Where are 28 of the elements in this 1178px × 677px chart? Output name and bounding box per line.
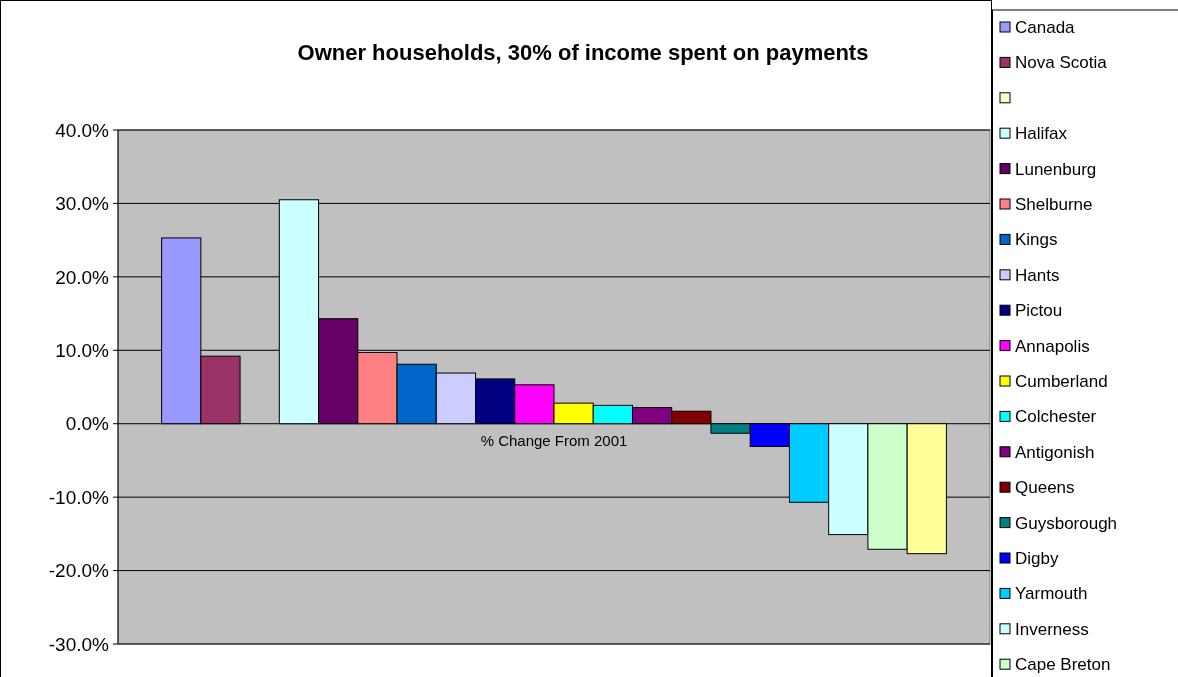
y-tick-label: 30.0% [55,193,110,215]
legend-label: Annapolis [1015,336,1090,356]
legend-label: Antigonish [1015,442,1095,462]
legend-label: Pictou [1015,301,1063,321]
y-tick-label: -20.0% [48,560,110,582]
legend-label: Kings [1015,230,1058,250]
legend-label: Queens [1015,478,1075,498]
legend-label: Digby [1015,548,1059,568]
legend-label: Guysborough [1015,513,1118,533]
legend-label: Cape Breton [1015,655,1111,675]
y-tick-label: 40.0% [55,119,110,141]
y-tick-label: -30.0% [48,633,110,655]
y-tick-label: -10.0% [48,486,110,508]
legend-label: Yarmouth [1015,584,1088,604]
legend-label: Hants [1015,265,1060,285]
y-tick-label: 20.0% [55,266,110,288]
legend-label: Nova Scotia [1015,53,1108,73]
legend-label: Shelburne [1015,194,1093,214]
chart-title: Owner households, 30% of income spent on payments [297,40,869,65]
legend-label: Halifax [1015,124,1068,144]
legend-label: Colchester [1015,407,1097,427]
y-tick-label: 10.0% [55,339,110,361]
legend-label: Lunenburg [1015,159,1097,179]
legend-label: Cumberland [1015,371,1108,391]
legend-label: Canada [1015,17,1076,37]
x-tick-label: % Change From 2001 [480,431,628,449]
legend-label: Inverness [1015,619,1089,639]
y-tick-label: 0.0% [65,413,110,435]
